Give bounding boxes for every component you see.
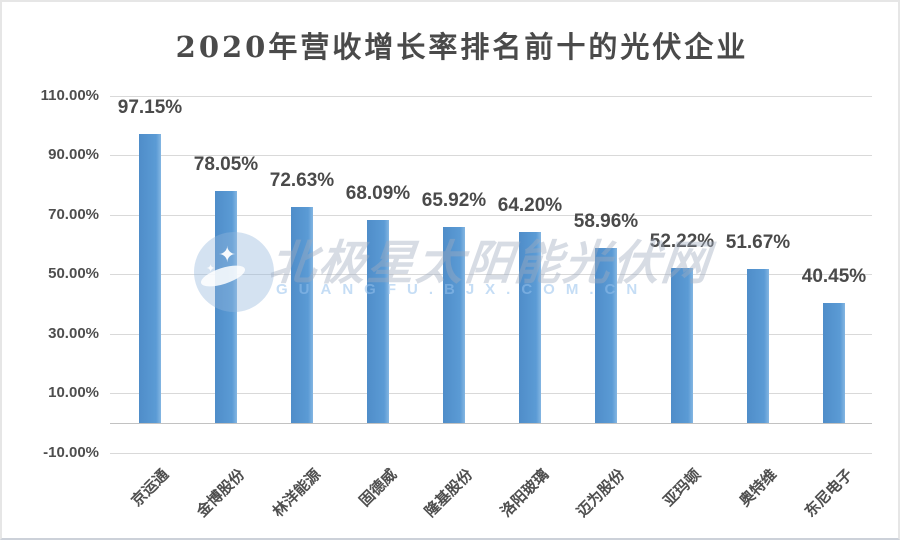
bar-value-label: 51.67% (725, 232, 791, 254)
y-tick-label: 10.00% (48, 384, 99, 402)
y-tick-label: 30.00% (48, 324, 99, 342)
category-label: 亚玛顿 (660, 466, 705, 510)
bar (443, 226, 465, 423)
bar (671, 267, 693, 423)
gridline (110, 214, 872, 216)
category-label: 奥特维 (736, 466, 781, 510)
chart-title: 2020年营收增长率排名前十的光伏企业 (175, 30, 749, 64)
category-label: 迈为股份 (573, 466, 629, 521)
category-label: 林洋能源 (269, 466, 325, 521)
gridline (110, 95, 872, 97)
sparkle-icon: ✦ (206, 263, 216, 275)
bar (139, 133, 161, 423)
y-tick-label: 90.00% (48, 146, 99, 164)
bar (367, 220, 389, 423)
bar-value-label: 68.09% (345, 183, 411, 205)
category-label: 洛阳玻璃 (497, 466, 553, 521)
y-tick-label: 50.00% (48, 265, 99, 283)
gridline (110, 452, 872, 454)
bar-value-label: 40.45% (801, 265, 867, 287)
category-label: 京运通 (128, 466, 173, 510)
gridline (110, 393, 872, 395)
bar-value-label: 72.63% (269, 169, 335, 191)
bar-value-label: 52.22% (649, 230, 715, 252)
gridline (110, 274, 872, 276)
bar-value-label: 64.20% (497, 195, 563, 216)
bar (595, 247, 617, 423)
category-label: 金博股份 (193, 466, 249, 521)
y-tick-label: 110.00% (40, 86, 99, 104)
bar (215, 190, 237, 423)
category-label: 固德威 (356, 466, 401, 510)
x-axis-line (110, 423, 872, 424)
bar (291, 206, 313, 423)
y-tick-label: -10.00% (43, 443, 99, 461)
bar (519, 232, 541, 423)
bar (823, 302, 845, 423)
category-label: 东尼电子 (801, 466, 857, 521)
y-tick-label: 70.00% (48, 205, 99, 223)
bar-value-label: 78.05% (193, 153, 259, 175)
bar-value-label: 97.15% (117, 96, 183, 118)
bar (747, 269, 769, 423)
gridline (110, 155, 872, 157)
bar-value-label: 65.92% (421, 189, 487, 211)
bar-value-label: 58.96% (573, 210, 639, 232)
category-label: 隆基股份 (421, 466, 477, 521)
gridline (110, 333, 872, 335)
